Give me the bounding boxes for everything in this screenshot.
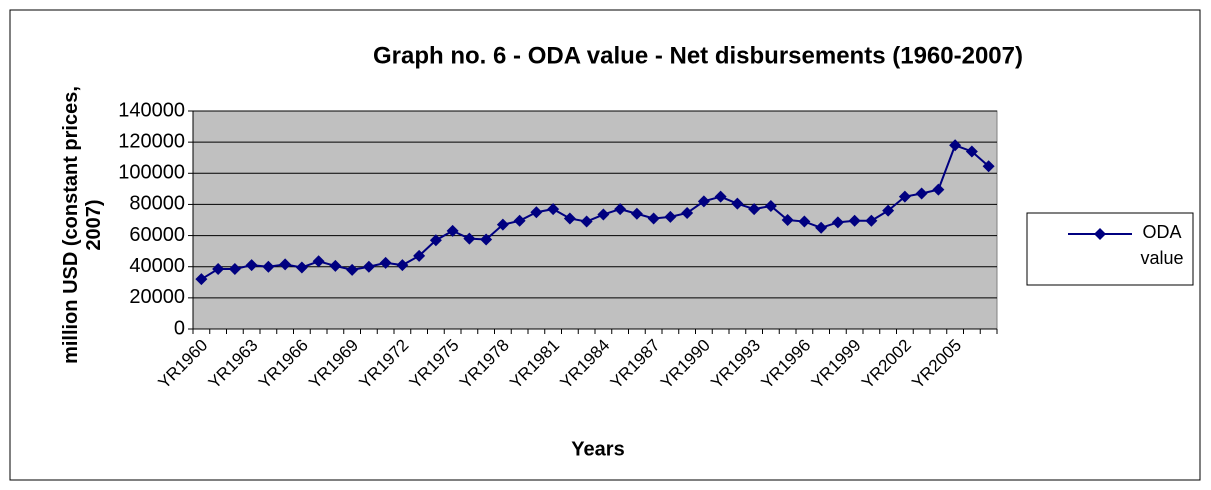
point-marker — [681, 206, 694, 219]
point-marker — [379, 256, 392, 269]
point-marker — [764, 199, 777, 212]
y-tick-label: 140000 — [118, 99, 185, 121]
legend-label: ODA value — [1140, 222, 1184, 268]
point-marker — [279, 258, 292, 271]
point-marker — [932, 183, 945, 196]
point-marker — [413, 249, 426, 262]
point-marker — [446, 224, 459, 237]
point-marker — [630, 207, 643, 220]
y-tick-label: 0 — [174, 317, 185, 339]
chart-title: Graph no. 6 - ODA value - Net disburseme… — [373, 42, 1023, 69]
point-marker — [463, 232, 476, 245]
x-axis-label: Years — [571, 438, 624, 460]
point-marker — [580, 215, 593, 228]
point-marker — [563, 212, 576, 225]
point-marker — [781, 214, 794, 226]
point-marker — [697, 195, 710, 208]
y-tick-label: 60000 — [129, 224, 185, 246]
legend-marker — [1094, 228, 1106, 240]
point-marker — [228, 263, 241, 276]
point-marker — [714, 190, 727, 203]
point-marker — [647, 212, 660, 225]
point-marker — [865, 214, 878, 227]
point-marker — [831, 216, 844, 229]
point-marker — [882, 204, 895, 217]
point-marker — [915, 187, 928, 200]
y-tick-label: 120000 — [118, 130, 185, 152]
legend-box — [1026, 212, 1194, 286]
point-marker — [312, 255, 325, 268]
y-tick-label: 100000 — [118, 162, 185, 184]
y-tick-label: 40000 — [129, 255, 185, 277]
point-marker — [429, 234, 442, 247]
point-marker — [798, 215, 811, 228]
point-marker — [597, 208, 610, 221]
point-marker — [547, 203, 560, 216]
point-marker — [496, 218, 509, 231]
point-marker — [362, 260, 375, 273]
point-marker — [848, 214, 861, 227]
point-marker — [329, 259, 342, 272]
point-marker — [212, 263, 225, 276]
point-marker — [245, 259, 258, 272]
y-tick-label: 20000 — [129, 286, 185, 308]
y-tick-label: 80000 — [129, 193, 185, 215]
y-axis-label: million USD (constant prices, 2007) — [60, 86, 105, 364]
point-marker — [815, 221, 828, 234]
point-marker — [295, 261, 308, 274]
point-marker — [614, 203, 627, 216]
point-marker — [664, 210, 677, 223]
point-marker — [396, 259, 409, 272]
point-marker — [346, 263, 359, 276]
point-marker — [898, 190, 911, 203]
point-marker — [262, 260, 275, 273]
point-marker — [480, 233, 493, 246]
point-marker — [513, 214, 526, 227]
point-marker — [748, 203, 761, 216]
point-marker — [982, 160, 995, 173]
point-marker — [195, 273, 208, 286]
point-marker — [731, 197, 744, 210]
point-marker — [949, 139, 962, 152]
point-marker — [530, 206, 543, 219]
point-marker — [965, 145, 978, 158]
